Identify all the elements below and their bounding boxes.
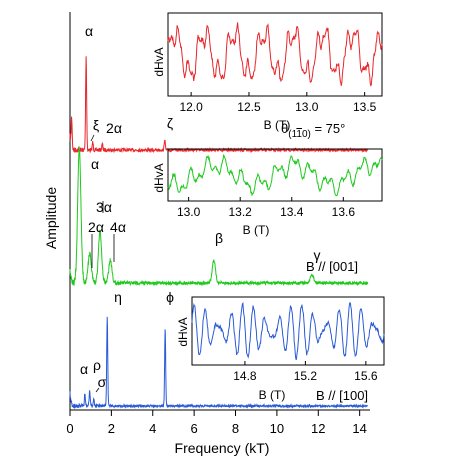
inset-tick-label: 14.8: [233, 369, 257, 383]
inset-green: 13.0 13.2 13.4 13.6 dHvA B (T): [152, 148, 383, 237]
annotation-red-theta: θ(110) = 75°: [281, 121, 345, 140]
annotation-blue-orientation: B // [100]: [316, 388, 368, 403]
x-tick-label: 0: [66, 421, 73, 436]
inset-red-ticks: 12.0 12.5 13.0 13.5: [179, 92, 377, 114]
x-axis-ticks: 0 2 4 6 8 10 12 14: [66, 410, 367, 436]
x-tick-label: 2: [108, 421, 115, 436]
inset-red-trace: [167, 22, 383, 87]
x-tick-label: 14: [352, 421, 366, 436]
peak-label-blue-sigma: σ: [98, 374, 107, 390]
inset-blue-frame: [191, 296, 385, 366]
inset-blue-xlabel: B (T): [259, 388, 286, 402]
inset-tick-label: 13.0: [177, 205, 201, 219]
inset-blue: 14.8 15.2 15.6 dHvA B (T): [176, 296, 385, 402]
red-spectrum-trace: [69, 56, 369, 154]
inset-tick-label: 13.5: [353, 100, 377, 114]
inset-blue-ylabel: dHvA: [176, 317, 190, 346]
inset-green-ylabel: dHvA: [152, 163, 166, 192]
inset-tick-label: 13.6: [332, 205, 356, 219]
peak-label-green-2alpha: 2α: [88, 219, 104, 235]
inset-tick-label: 15.2: [294, 369, 318, 383]
inset-red: 12.0 12.5 13.0 13.5 dHvA B (T): [152, 12, 383, 132]
x-tick-label: 6: [191, 421, 198, 436]
leader-blue-sigma: [95, 387, 100, 393]
inset-tick-label: 13.0: [295, 100, 319, 114]
x-tick-label: 4: [149, 421, 156, 436]
x-tick-label: 10: [270, 421, 284, 436]
inset-green-xlabel: B (T): [243, 223, 270, 237]
inset-tick-label: 13.2: [229, 205, 253, 219]
inset-green-frame: [167, 148, 383, 202]
peak-label-green-4alpha: 4α: [110, 219, 126, 235]
inset-blue-ticks: 14.8 15.2 15.6: [233, 361, 378, 383]
peak-label-red-xi: ξ: [93, 117, 99, 133]
peak-label-green-gamma: γ: [314, 247, 321, 263]
annotation-green-orientation: B // [001]: [306, 259, 358, 274]
inset-tick-label: 12.0: [179, 100, 203, 114]
peak-label-blue-phi: ϕ: [166, 289, 174, 305]
blue-spectrum-trace: [69, 316, 368, 410]
green-spectrum-trace: [69, 146, 369, 287]
inset-red-xlabel: B (T): [264, 118, 291, 132]
peak-label-blue-eta: η: [114, 289, 122, 305]
inset-red-frame: [167, 12, 383, 97]
x-tick-label: 8: [232, 421, 239, 436]
peak-label-red-alpha: α: [85, 23, 93, 39]
leader-red-xi: [90, 134, 95, 142]
inset-red-ylabel: dHvA: [152, 47, 166, 76]
inset-green-ticks: 13.0 13.2 13.4 13.6: [177, 197, 355, 219]
peak-label-red-2alpha: 2α: [106, 120, 122, 136]
inset-green-trace: [167, 154, 383, 197]
peak-label-green-3alpha: 3α: [96, 199, 112, 215]
x-tick-label: 12: [311, 421, 325, 436]
peak-label-blue-rho: ρ: [93, 357, 101, 373]
peak-label-green-alpha: α: [91, 156, 99, 172]
inset-tick-label: 13.4: [280, 205, 304, 219]
x-axis-label: Frequency (kT): [175, 440, 270, 456]
inset-tick-label: 15.6: [354, 369, 378, 383]
peak-label-blue-alpha: α: [80, 361, 88, 377]
inset-blue-trace: [191, 302, 385, 361]
peak-label-red-zeta: ζ: [167, 115, 173, 131]
y-axis-label: Amplitude: [43, 187, 59, 249]
inset-tick-label: 12.5: [237, 100, 261, 114]
peak-label-green-beta: β: [215, 230, 223, 246]
